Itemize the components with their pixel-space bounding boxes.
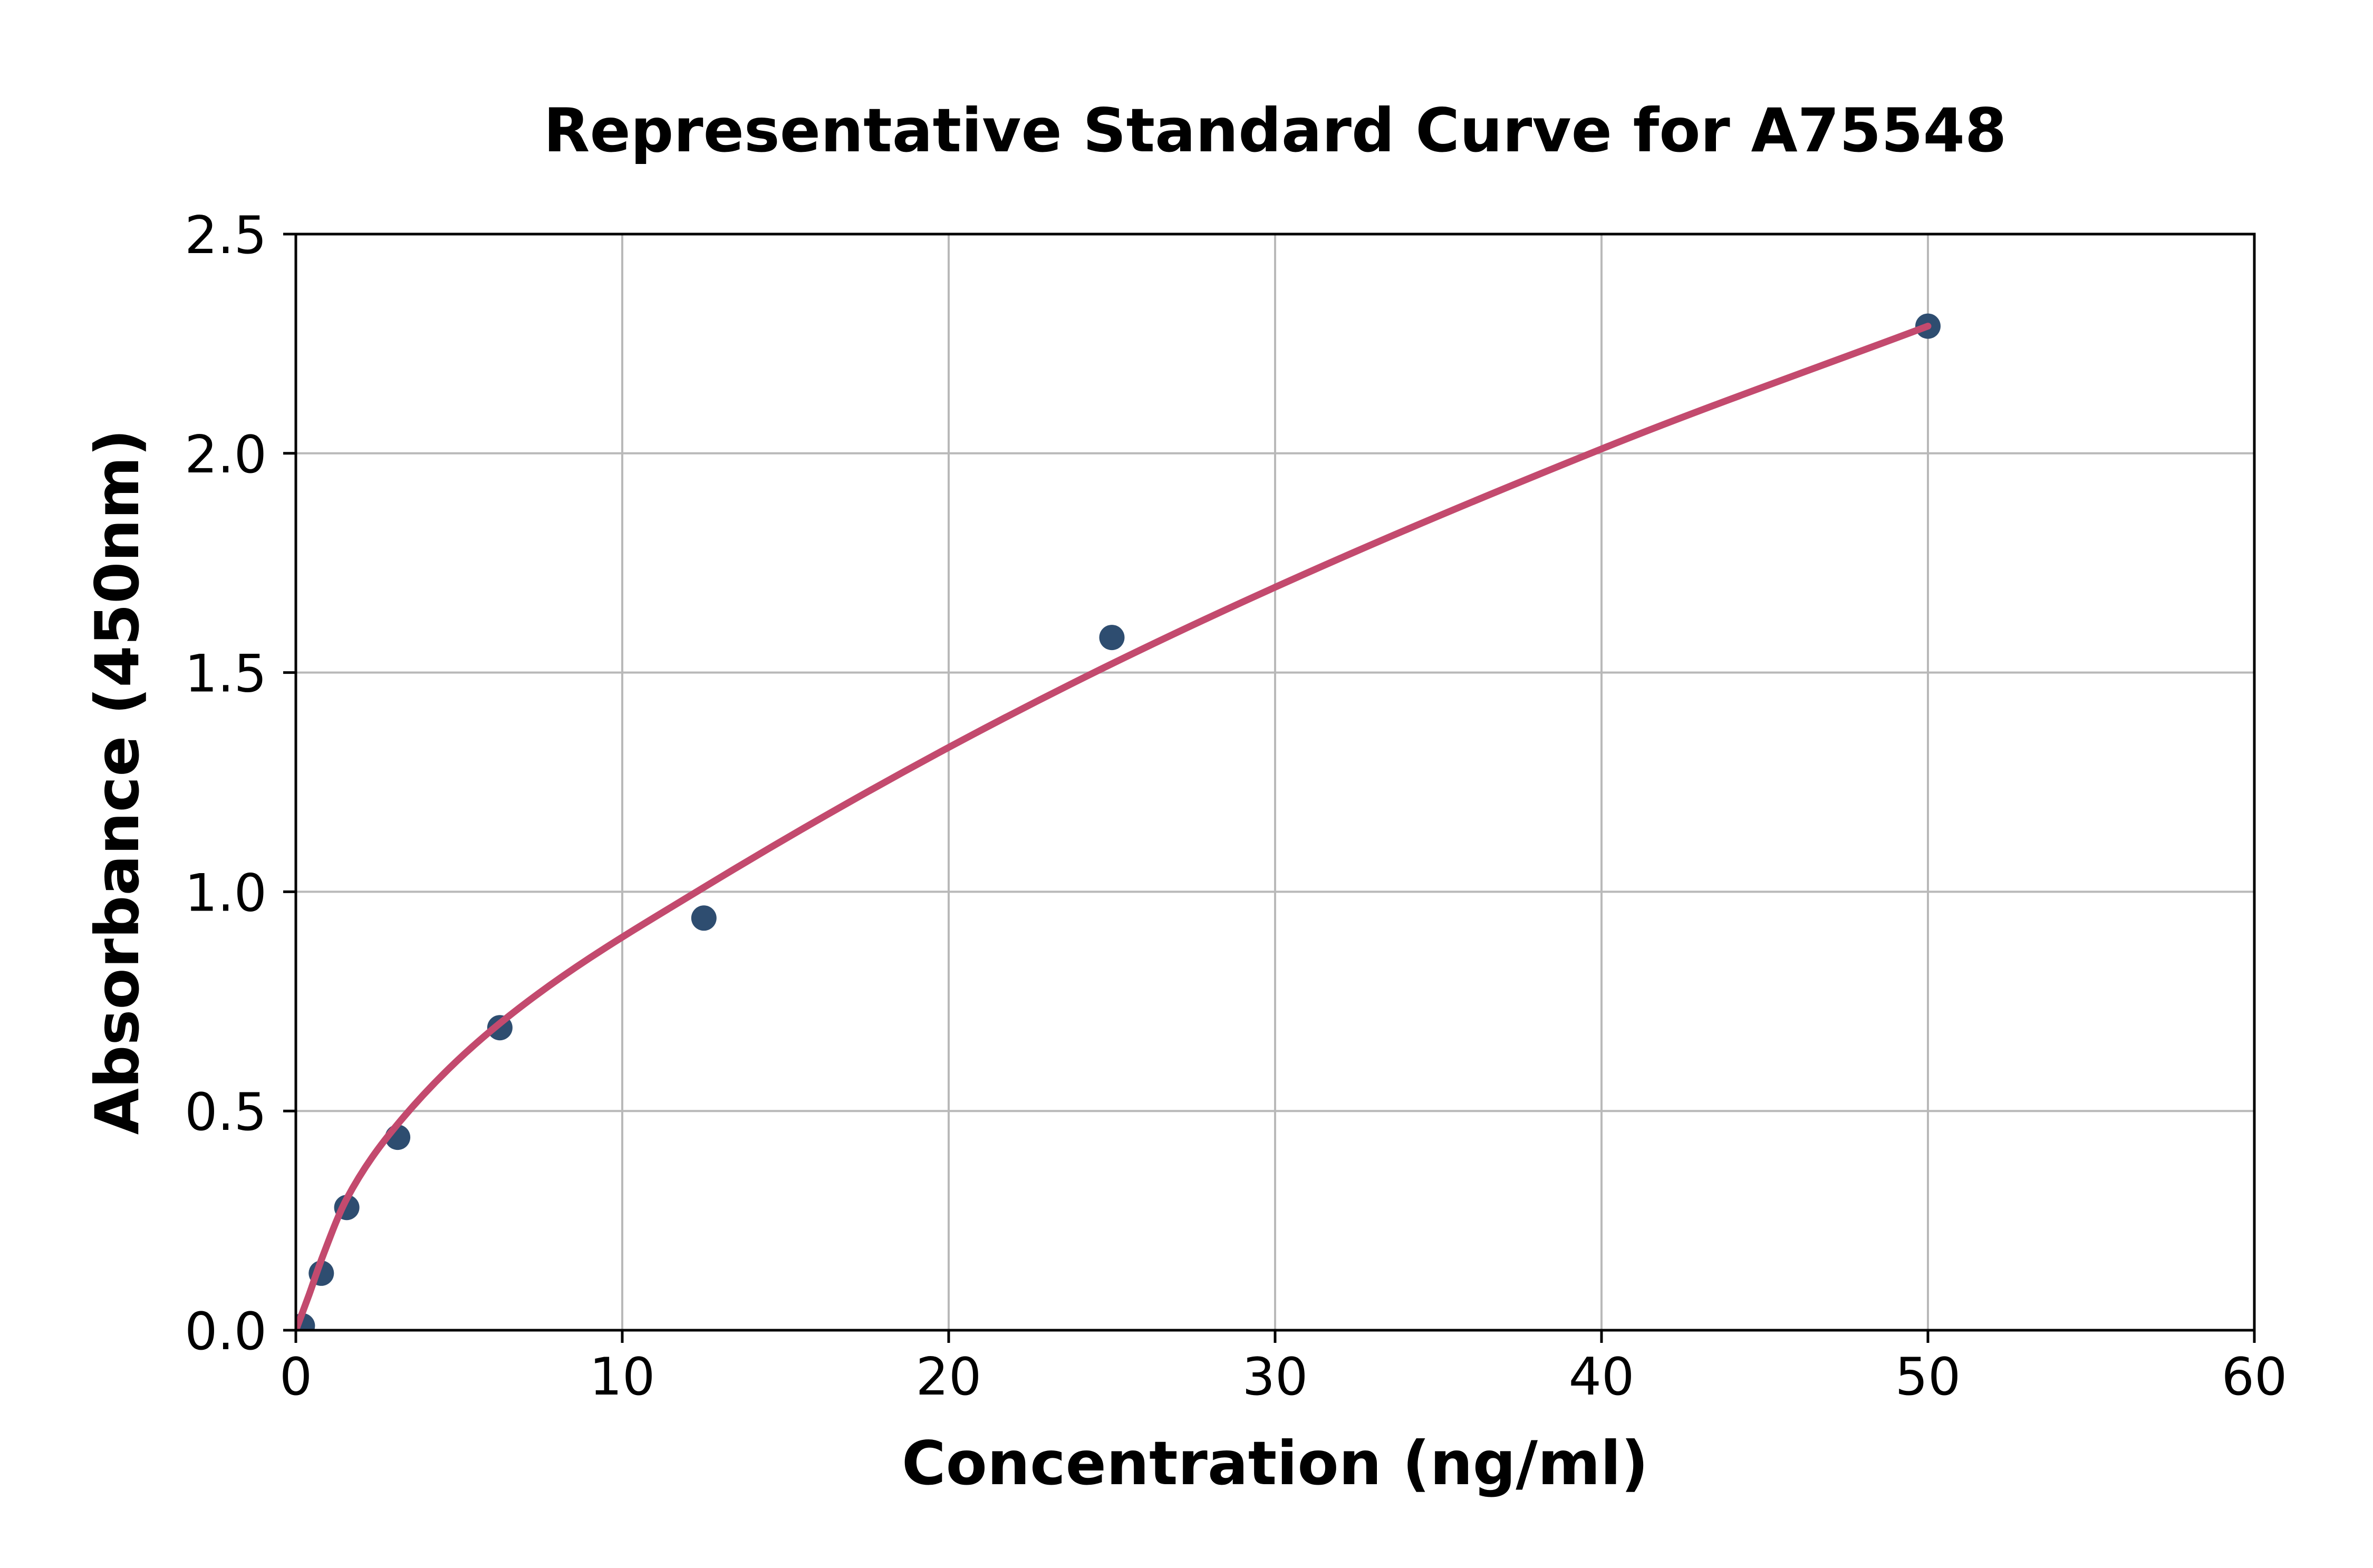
series-group: [296, 313, 1941, 1330]
chart-title: Representative Standard Curve for A75548: [544, 95, 2007, 166]
y-axis-label: Absorbance (450nm): [82, 429, 152, 1135]
x-tick-label: 50: [1895, 1347, 1961, 1407]
x-tick-label: 30: [1242, 1347, 1308, 1407]
x-tick-label: 40: [1569, 1347, 1635, 1407]
x-tick-label: 60: [2222, 1347, 2288, 1407]
data-point: [1099, 625, 1125, 651]
y-tick-label: 2.5: [185, 206, 267, 266]
x-axis-label: Concentration (ng/ml): [902, 1428, 1648, 1498]
ticks: [283, 233, 2256, 1343]
y-tick-label: 1.0: [185, 863, 267, 923]
y-tick-label: 0.0: [185, 1302, 267, 1362]
fit-curve-line: [296, 323, 1932, 1330]
tick-labels: 0 10 20 30 40 50 60 0.0 0.5 1.0 1.5 2.0 2.5: [185, 206, 2287, 1407]
data-point: [691, 905, 717, 931]
x-tick-label: 20: [916, 1347, 982, 1407]
y-tick-label: 2.0: [185, 425, 267, 485]
y-tick-label: 1.5: [185, 644, 267, 704]
x-tick-label: 10: [590, 1347, 655, 1407]
grid: [295, 233, 2255, 1331]
standard-points: [296, 313, 1941, 1330]
x-tick-label: 0: [279, 1347, 312, 1407]
y-tick-label: 0.5: [185, 1082, 267, 1143]
